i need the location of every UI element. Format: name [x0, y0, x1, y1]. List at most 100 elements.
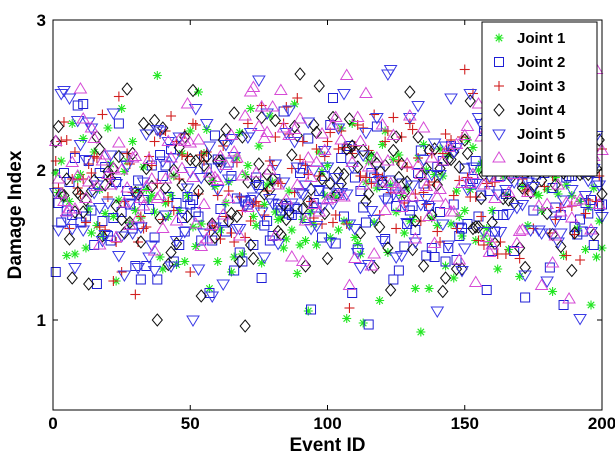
data-point: [487, 206, 497, 215]
data-point: [209, 230, 221, 245]
data-point: [389, 181, 404, 193]
data-point: [199, 119, 214, 131]
legend-item: Joint 4: [493, 102, 566, 119]
data-point: [309, 221, 324, 233]
data-point: [584, 227, 598, 239]
data-point: [516, 181, 529, 195]
data-point: [262, 163, 277, 175]
data-point: [147, 266, 162, 278]
data-point: [254, 100, 269, 112]
data-point: [523, 225, 538, 237]
data-point: [309, 155, 324, 167]
data-point: [534, 191, 544, 200]
data-point: [78, 134, 88, 143]
data-point: [333, 225, 343, 235]
data-point: [592, 252, 602, 262]
data-point: [172, 132, 187, 144]
data-point: [246, 192, 261, 204]
data-point: [92, 238, 107, 250]
data-point: [345, 162, 360, 174]
data-point: [484, 186, 495, 196]
data-point: [324, 176, 336, 191]
data-point: [338, 167, 350, 182]
data-point: [433, 182, 447, 194]
legend-item: Joint 1: [494, 30, 565, 47]
data-point: [454, 175, 465, 186]
legend-item: Joint 3: [494, 78, 565, 95]
data-point: [58, 188, 70, 203]
data-point: [104, 172, 117, 186]
data-point: [534, 228, 549, 240]
data-point: [142, 152, 156, 164]
data-point: [180, 97, 195, 109]
data-point: [388, 274, 399, 285]
data-point: [370, 113, 384, 125]
data-point: [336, 153, 347, 163]
data-point: [271, 178, 285, 190]
data-point: [306, 197, 321, 209]
data-point: [295, 189, 310, 201]
data-point: [284, 250, 299, 262]
data-point: [564, 185, 579, 197]
data-point: [319, 206, 331, 221]
data-point: [588, 240, 599, 250]
y-axis-label: Damage Index: [5, 150, 26, 279]
data-point: [416, 327, 426, 337]
data-point: [452, 253, 467, 265]
data-point: [470, 192, 481, 202]
data-point: [364, 206, 379, 218]
data-point: [101, 198, 115, 210]
data-point: [290, 178, 305, 190]
data-point: [90, 179, 104, 191]
data-point: [216, 279, 231, 291]
data-point: [575, 255, 586, 265]
data-point: [454, 231, 465, 241]
data-point: [387, 143, 400, 158]
x-tick-label: 150: [451, 414, 479, 433]
data-point: [304, 170, 318, 182]
data-point: [588, 227, 600, 242]
data-point: [177, 213, 188, 223]
data-point: [56, 217, 67, 228]
data-point: [359, 86, 373, 98]
data-point: [433, 170, 447, 182]
data-point: [430, 190, 445, 202]
data-point: [92, 203, 107, 215]
data-point: [137, 116, 150, 131]
data-point: [568, 226, 581, 240]
data-point: [81, 175, 96, 187]
data-point: [260, 108, 274, 120]
data-point: [76, 225, 91, 237]
data-point: [337, 190, 351, 202]
data-point: [292, 93, 303, 103]
data-point: [575, 214, 586, 225]
data-point: [488, 191, 502, 203]
data-point: [444, 93, 458, 105]
data-point: [457, 243, 472, 255]
data-point: [320, 162, 335, 174]
data-point: [358, 202, 369, 213]
data-point: [490, 189, 505, 201]
data-point: [101, 167, 115, 179]
data-point: [342, 278, 357, 290]
data-point: [345, 155, 360, 167]
data-point: [391, 223, 402, 234]
data-point: [151, 313, 163, 327]
data-point: [81, 243, 91, 253]
data-point: [306, 207, 316, 217]
data-point: [449, 137, 464, 149]
data-point: [248, 240, 259, 250]
data-point: [119, 196, 130, 207]
data-point: [435, 154, 450, 166]
data-point: [459, 133, 471, 147]
data-point: [152, 71, 162, 80]
data-point: [441, 240, 456, 252]
data-point: [349, 172, 360, 183]
data-point: [65, 224, 80, 236]
data-point: [253, 157, 265, 171]
data-point: [443, 243, 454, 253]
data-point: [424, 151, 439, 163]
data-point: [148, 113, 161, 128]
data-point: [253, 201, 264, 211]
legend-label: Joint 5: [517, 126, 565, 143]
